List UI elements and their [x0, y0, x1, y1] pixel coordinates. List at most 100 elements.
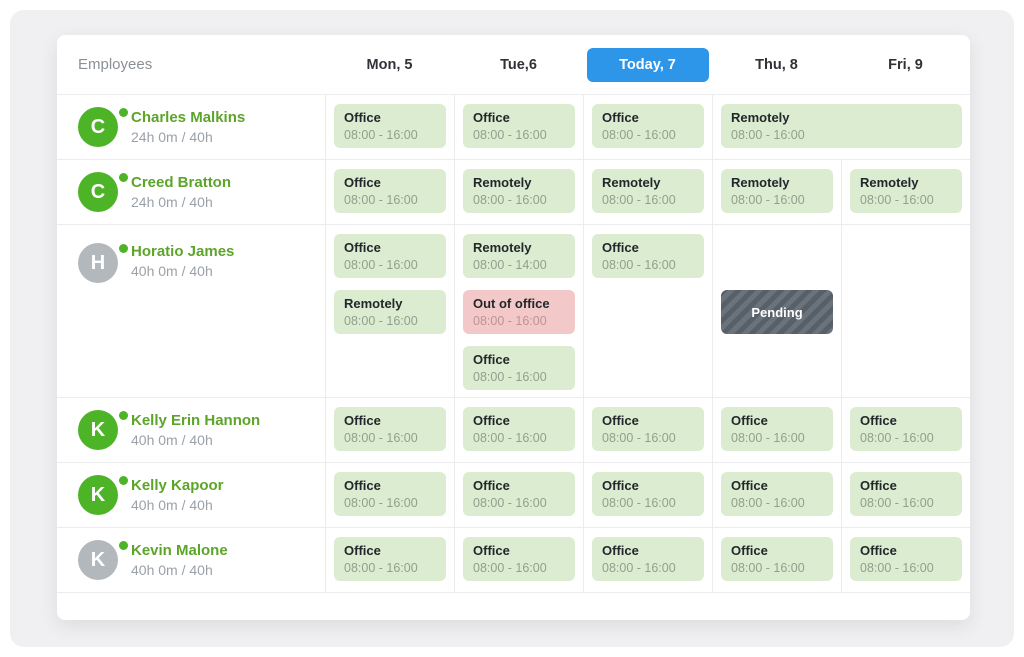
avatar: H — [78, 243, 128, 283]
shift-time: 08:00 - 16:00 — [731, 496, 805, 510]
employee-hours: 40h 0m / 40h — [131, 263, 213, 279]
shift-time: 08:00 - 16:00 — [731, 193, 805, 207]
schedule-cell-thu-fri: Remotely 08:00 - 16:00 — [712, 95, 970, 159]
employee-hours: 40h 0m / 40h — [131, 432, 213, 448]
shift-title: Out of office — [473, 296, 550, 311]
shift-title: Office — [473, 413, 510, 428]
avatar-initial: C — [90, 181, 106, 203]
employee-cell: C Charles Malkins 24h 0m / 40h — [57, 95, 325, 159]
employee-row: K Kevin Malone 40h 0m / 40h Office 08:00… — [57, 528, 970, 593]
shift-title: Remotely — [860, 175, 919, 190]
online-status-dot — [119, 244, 128, 253]
schedule-cell-fri: Office 08:00 - 16:00 — [841, 528, 970, 592]
schedule-cell-tue: Office 08:00 - 16:00 — [454, 95, 583, 159]
shift-time: 08:00 - 16:00 — [473, 496, 547, 510]
shift-block[interactable]: Remotely 08:00 - 16:00 — [592, 169, 704, 213]
shift-block[interactable]: Office 08:00 - 16:00 — [592, 234, 704, 278]
online-status-dot — [119, 173, 128, 182]
avatar: C — [78, 107, 128, 147]
shift-time: 08:00 - 16:00 — [344, 496, 418, 510]
shift-block[interactable]: Office 08:00 - 16:00 — [850, 537, 962, 581]
shift-time: 08:00 - 16:00 — [473, 314, 547, 328]
schedule-cell-mon: Office 08:00 - 16:00 — [325, 528, 454, 592]
shift-block[interactable]: Remotely 08:00 - 16:00 — [334, 290, 446, 334]
shift-title: Remotely — [602, 175, 661, 190]
shift-block[interactable]: Office 08:00 - 16:00 — [592, 537, 704, 581]
shift-title: Office — [602, 110, 639, 125]
employee-name[interactable]: Kelly Erin Hannon — [131, 412, 261, 429]
table-header: Employees Mon, 5 Tue,6 Today, 7 Thu, 8 F… — [57, 35, 970, 95]
employee-hours: 40h 0m / 40h — [131, 562, 213, 578]
shift-block[interactable]: Remotely 08:00 - 16:00 — [850, 169, 962, 213]
shift-time: 08:00 - 16:00 — [473, 431, 547, 445]
day-header-today: Today, 7 — [583, 47, 712, 82]
shift-time: 08:00 - 16:00 — [344, 128, 418, 142]
schedule-cell-mon: Office 08:00 - 16:00 — [325, 398, 454, 462]
shift-time: 08:00 - 16:00 — [860, 496, 934, 510]
shift-block[interactable]: Office 08:00 - 16:00 — [592, 407, 704, 451]
employee-cell: K Kevin Malone 40h 0m / 40h — [57, 528, 325, 592]
schedule-cell-tue: Remotely 08:00 - 16:00 — [454, 160, 583, 224]
shift-time: 08:00 - 16:00 — [602, 561, 676, 575]
avatar: K — [78, 540, 128, 580]
employees-column-header: Employees — [78, 56, 153, 73]
shift-block[interactable]: Office 08:00 - 16:00 — [721, 407, 833, 451]
shift-block[interactable]: Office 08:00 - 16:00 — [334, 537, 446, 581]
shift-block[interactable]: Office 08:00 - 16:00 — [463, 104, 575, 148]
shift-title: Office — [731, 543, 768, 558]
shift-title: Office — [344, 110, 381, 125]
shift-block[interactable]: Remotely 08:00 - 16:00 — [463, 169, 575, 213]
employee-name[interactable]: Charles Malkins — [131, 109, 246, 126]
online-status-dot — [119, 476, 128, 485]
shift-block[interactable]: Office 08:00 - 16:00 — [334, 472, 446, 516]
shift-title: Office — [473, 110, 510, 125]
today-button[interactable]: Today, 7 — [586, 47, 709, 82]
shift-block[interactable]: Remotely 08:00 - 16:00 — [721, 169, 833, 213]
shift-block[interactable]: Office 08:00 - 16:00 — [721, 472, 833, 516]
shift-block[interactable]: Office 08:00 - 16:00 — [850, 407, 962, 451]
shift-time: 08:00 - 16:00 — [731, 128, 805, 142]
schedule-cell-mon: Office 08:00 - 16:00 — [325, 160, 454, 224]
shift-title: Office — [602, 413, 639, 428]
shift-title: Office — [344, 478, 381, 493]
employee-name[interactable]: Creed Bratton — [131, 174, 232, 191]
online-status-dot — [119, 411, 128, 420]
shift-block[interactable]: Office 08:00 - 16:00 — [592, 104, 704, 148]
shift-time: 08:00 - 16:00 — [344, 258, 418, 272]
shift-block[interactable]: Office 08:00 - 16:00 — [334, 234, 446, 278]
schedule-cell-thu: Pending — [712, 225, 841, 398]
avatar-initial: K — [90, 419, 106, 441]
shift-block[interactable]: Office 08:00 - 16:00 — [592, 472, 704, 516]
shift-block[interactable]: Office 08:00 - 16:00 — [334, 104, 446, 148]
day-header-tue: Tue,6 — [500, 56, 537, 73]
shift-time: 08:00 - 16:00 — [860, 431, 934, 445]
employee-name[interactable]: Kevin Malone — [131, 542, 228, 559]
shift-time: 08:00 - 16:00 — [473, 561, 547, 575]
schedule-cell-today: Office 08:00 - 16:00 — [583, 398, 712, 462]
shift-block[interactable]: Office 08:00 - 16:00 — [721, 537, 833, 581]
shift-time: 08:00 - 16:00 — [473, 128, 547, 142]
shift-block[interactable]: Remotely 08:00 - 14:00 — [463, 234, 575, 278]
schedule-cell-fri: Remotely 08:00 - 16:00 — [841, 160, 970, 224]
employee-name[interactable]: Kelly Kapoor — [131, 477, 224, 494]
out-of-office-block[interactable]: Out of office 08:00 - 16:00 — [463, 290, 575, 334]
shift-title: Office — [731, 478, 768, 493]
shift-block[interactable]: Office 08:00 - 16:00 — [463, 537, 575, 581]
schedule-cell-today: Office 08:00 - 16:00 — [583, 225, 712, 398]
shift-block[interactable]: Office 08:00 - 16:00 — [850, 472, 962, 516]
day-header-fri: Fri, 9 — [888, 56, 923, 73]
employee-row: K Kelly Erin Hannon 40h 0m / 40h Office … — [57, 398, 970, 463]
shift-title: Office — [473, 478, 510, 493]
employee-name[interactable]: Horatio James — [131, 243, 235, 260]
shift-block[interactable]: Office 08:00 - 16:00 — [334, 407, 446, 451]
shift-block[interactable]: Office 08:00 - 16:00 — [463, 346, 575, 390]
shift-title: Office — [731, 413, 768, 428]
shift-block[interactable]: Office 08:00 - 16:00 — [463, 472, 575, 516]
shift-time: 08:00 - 16:00 — [602, 193, 676, 207]
employee-hours: 24h 0m / 40h — [131, 129, 213, 145]
shift-block[interactable]: Office 08:00 - 16:00 — [334, 169, 446, 213]
pending-block[interactable]: Pending — [721, 290, 833, 334]
shift-block[interactable]: Office 08:00 - 16:00 — [463, 407, 575, 451]
shift-block[interactable]: Remotely 08:00 - 16:00 — [721, 104, 962, 148]
shift-title: Remotely — [473, 175, 532, 190]
